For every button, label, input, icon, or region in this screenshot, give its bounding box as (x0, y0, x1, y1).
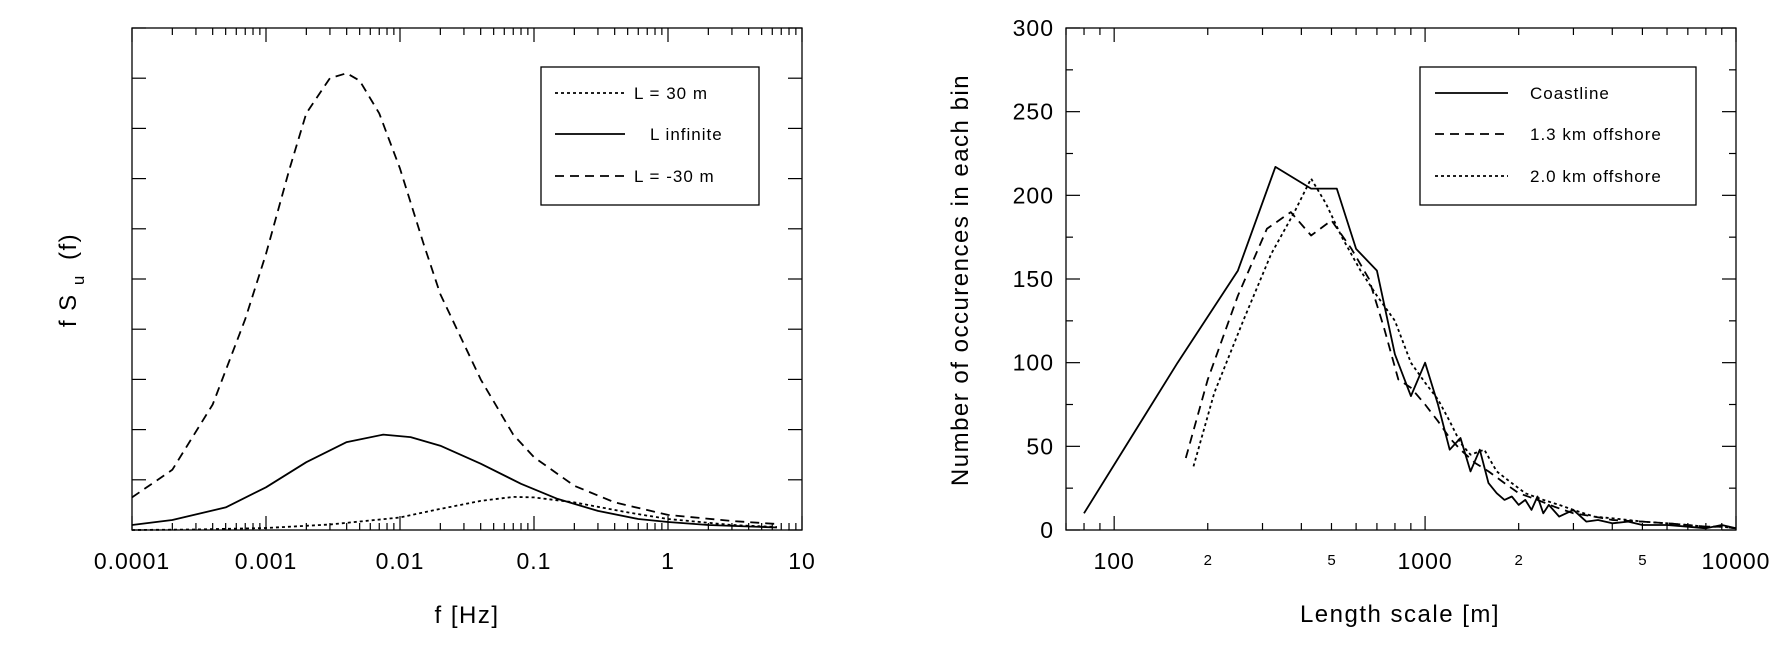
right-series-group (1083, 165, 1737, 530)
x-tick-label: 10 (788, 548, 816, 574)
left-axis-ticks (131, 27, 803, 531)
right-y-axis-title: Number of occurences in each bin (947, 74, 974, 486)
left-legend-label-l30: L = 30 m (634, 84, 708, 103)
left-y-axis-title: f S u (f) (55, 233, 90, 327)
left-plot-frame (131, 27, 803, 531)
series-line-1 (1083, 165, 1737, 530)
left-legend-box (540, 66, 760, 206)
right-plot-frame (1065, 27, 1737, 531)
x-tick-label: 0.01 (376, 548, 425, 574)
y-tick-label: 50 (1026, 433, 1054, 459)
y-tick-label: 300 (1013, 15, 1054, 41)
right-legend-box (1419, 66, 1697, 206)
right-x-axis-title: Length scale [m] (1300, 601, 1500, 628)
left-legend-label-lminus30: L = -30 m (634, 167, 715, 186)
series-line-3 (1192, 177, 1737, 530)
right-x-tick-labels: 100 1000 10000 2 5 2 5 (1093, 548, 1771, 574)
left-legend: L = 30 m L infinite L = -30 m (540, 66, 760, 206)
x-tick-label: 0.0001 (94, 548, 170, 574)
left-y-title-main: f S (55, 293, 82, 327)
right-y-tick-labels: 0 50 100 150 200 250 300 (1013, 15, 1054, 543)
series-line-1 (131, 495, 777, 531)
y-tick-label: 200 (1013, 182, 1054, 208)
right-legend-label-1-3km: 1.3 km offshore (1530, 125, 1662, 144)
right-axis-ticks (1065, 27, 1737, 531)
left-chart: 0.0001 0.001 0.01 0.1 1 10 f [Hz] f S u (f) L… (55, 27, 816, 629)
x-tick-label: 0.001 (235, 548, 298, 574)
x-tick-label: 1 (661, 548, 675, 574)
left-legend-label-infinite: L infinite (650, 125, 723, 144)
y-tick-label: 250 (1013, 99, 1054, 125)
x-tick-label: 0.1 (517, 548, 552, 574)
y-tick-label: 150 (1013, 266, 1054, 292)
x-minor-tick-label: 2 (1204, 552, 1212, 569)
right-chart: 100 1000 10000 2 5 2 5 0 50 100 150 200 250 300 Leng… (947, 15, 1771, 628)
x-tick-label: 10000 (1702, 548, 1771, 574)
x-tick-label: 100 (1093, 548, 1134, 574)
y-tick-label: 100 (1013, 350, 1054, 376)
series-line-2 (1184, 211, 1737, 530)
right-legend-label-2-0km: 2.0 km offshore (1530, 167, 1662, 186)
left-x-tick-labels: 0.0001 0.001 0.01 0.1 1 10 (94, 548, 816, 574)
left-y-title-tail: (f) (55, 233, 82, 260)
left-y-title-subscript: u (69, 274, 88, 285)
x-minor-tick-label: 5 (1327, 552, 1335, 569)
y-tick-label: 0 (1040, 517, 1054, 543)
x-minor-tick-label: 5 (1638, 552, 1646, 569)
series-line-2 (131, 433, 777, 529)
right-legend: Coastline 1.3 km offshore 2.0 km offshor… (1419, 66, 1697, 206)
series-line-3 (131, 72, 777, 525)
x-tick-label: 1000 (1397, 548, 1452, 574)
x-minor-tick-label: 2 (1515, 552, 1523, 569)
left-series-group (131, 72, 777, 531)
left-x-axis-title: f [Hz] (434, 602, 499, 629)
right-legend-label-coastline: Coastline (1530, 84, 1610, 103)
